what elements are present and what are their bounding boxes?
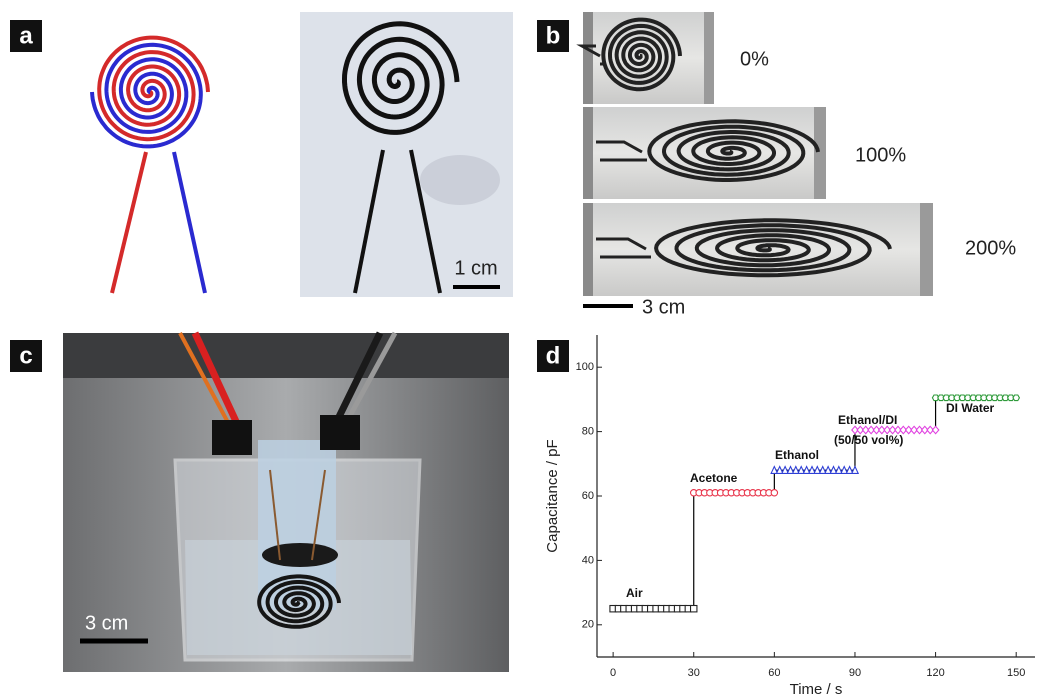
clamp bbox=[583, 12, 593, 104]
clamp bbox=[920, 203, 933, 296]
y-axis-label: Capacitance / pF bbox=[544, 439, 561, 552]
disc bbox=[262, 543, 338, 567]
figure: a 1 cm b 0% 100% 200% 3 cm 3 cm c 20 40 60… bbox=[0, 0, 1038, 700]
shelf bbox=[63, 333, 509, 378]
y-tick-label: 80 bbox=[582, 426, 594, 438]
annotation: Acetone bbox=[690, 471, 738, 485]
marker bbox=[771, 490, 777, 496]
clamp bbox=[583, 203, 593, 296]
x-tick-label: 150 bbox=[1007, 667, 1025, 679]
strain-label: 200% bbox=[965, 237, 1016, 259]
x-tick-label: 30 bbox=[688, 667, 700, 679]
x-tick-label: 60 bbox=[768, 667, 780, 679]
lead bbox=[112, 152, 146, 293]
y-tick-label: 60 bbox=[582, 490, 594, 502]
marker bbox=[691, 606, 697, 612]
annotation: DI Water bbox=[946, 401, 995, 415]
scale-bar-label: 3 cm bbox=[85, 612, 128, 634]
clamp bbox=[704, 12, 714, 104]
y-tick-label: 40 bbox=[582, 554, 594, 566]
clip bbox=[212, 420, 252, 455]
panel-label: d bbox=[546, 342, 561, 369]
marker bbox=[1013, 395, 1019, 401]
y-tick-label: 20 bbox=[582, 619, 594, 631]
y-tick-label: 100 bbox=[576, 361, 594, 373]
clamp bbox=[814, 107, 826, 199]
strain-label: 0% bbox=[740, 48, 769, 70]
shadow bbox=[420, 155, 500, 205]
annotation: Air bbox=[626, 586, 643, 600]
scale-bar-label: 1 cm bbox=[454, 257, 497, 279]
x-tick-label: 0 bbox=[610, 667, 616, 679]
x-axis-label: Time / s bbox=[790, 681, 843, 698]
annotation: (50/50 vol%) bbox=[834, 433, 903, 447]
panel-label: a bbox=[19, 22, 33, 49]
x-tick-label: 120 bbox=[926, 667, 944, 679]
clip bbox=[320, 415, 360, 450]
panel-label: c bbox=[19, 342, 32, 369]
scale-bar-label: 3 cm bbox=[642, 296, 685, 318]
strain-label: 100% bbox=[855, 144, 906, 166]
panel-label: b bbox=[546, 22, 561, 49]
annotation: Ethanol bbox=[775, 448, 819, 462]
clamp bbox=[583, 107, 593, 199]
lead bbox=[174, 152, 205, 293]
spiral-drawing bbox=[92, 38, 208, 147]
annotation: Ethanol/DI bbox=[838, 413, 897, 427]
chart: 20 40 60 80 100 0 30 60 90 120 150 Time / s Capacita… bbox=[544, 335, 1035, 698]
x-tick-label: 90 bbox=[849, 667, 861, 679]
